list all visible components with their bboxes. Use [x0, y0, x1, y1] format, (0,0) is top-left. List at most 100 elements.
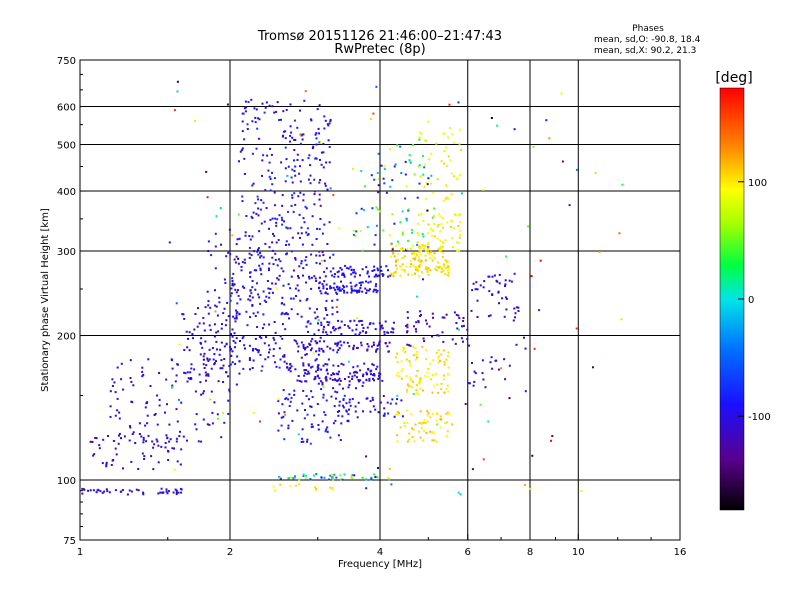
- data-point: [324, 275, 327, 278]
- data-point: [413, 325, 415, 328]
- data-point: [91, 440, 94, 443]
- data-point: [284, 328, 287, 331]
- data-point: [343, 274, 345, 277]
- data-point: [533, 347, 536, 350]
- data-point: [157, 461, 160, 464]
- data-point: [548, 137, 551, 140]
- data-point: [354, 405, 357, 408]
- data-point: [227, 399, 230, 402]
- data-point: [313, 275, 316, 278]
- data-point: [248, 357, 251, 360]
- data-point: [419, 253, 422, 256]
- data-point: [369, 322, 372, 325]
- data-point: [323, 325, 325, 328]
- data-point: [207, 304, 210, 307]
- data-point: [301, 437, 304, 440]
- data-point: [249, 275, 252, 278]
- data-point: [367, 367, 370, 370]
- data-point: [120, 378, 123, 381]
- data-point: [383, 333, 386, 336]
- data-point: [259, 302, 262, 305]
- data-point: [390, 331, 393, 334]
- data-point: [318, 193, 321, 196]
- data-point: [418, 422, 421, 424]
- data-point: [338, 400, 341, 403]
- data-point: [347, 413, 350, 416]
- data-point: [508, 279, 511, 282]
- data-point: [243, 286, 246, 289]
- data-point: [457, 101, 460, 104]
- data-point: [436, 334, 439, 337]
- data-point: [344, 264, 347, 267]
- data-point: [400, 370, 403, 373]
- data-point: [343, 291, 346, 294]
- data-point: [284, 180, 287, 183]
- data-point: [421, 345, 424, 348]
- data-point: [331, 378, 334, 381]
- data-point: [235, 337, 238, 340]
- data-point: [382, 395, 385, 397]
- data-point: [331, 473, 334, 476]
- data-point: [129, 377, 132, 379]
- data-point: [429, 430, 432, 433]
- data-point: [406, 383, 409, 386]
- data-point: [177, 491, 180, 494]
- data-point: [174, 380, 177, 383]
- data-point: [336, 391, 339, 394]
- data-point: [150, 455, 153, 458]
- data-point: [318, 250, 321, 253]
- data-point: [352, 268, 355, 271]
- data-point: [453, 311, 456, 314]
- data-point: [575, 168, 578, 171]
- data-point: [416, 196, 419, 199]
- data-point: [296, 409, 299, 412]
- data-point: [325, 375, 328, 378]
- data-point: [424, 267, 427, 270]
- data-point: [352, 233, 355, 236]
- data-point: [416, 267, 419, 270]
- data-point: [437, 224, 440, 226]
- colorbar-label: [deg]: [715, 70, 752, 86]
- data-point: [495, 359, 498, 362]
- data-point: [333, 405, 336, 408]
- data-point: [260, 369, 263, 372]
- data-point: [131, 433, 134, 436]
- x-tick-label: 1: [77, 547, 83, 558]
- data-point: [316, 315, 319, 318]
- data-point: [342, 363, 345, 366]
- data-point: [275, 241, 278, 244]
- data-point: [530, 275, 533, 278]
- data-point: [335, 291, 338, 294]
- data-point: [109, 405, 112, 408]
- data-point: [373, 372, 376, 375]
- data-point: [120, 437, 122, 440]
- data-point: [419, 315, 422, 317]
- data-point: [105, 465, 108, 468]
- data-point: [443, 316, 446, 319]
- data-point: [309, 164, 312, 167]
- data-point: [114, 447, 117, 450]
- data-point: [214, 289, 216, 292]
- data-point: [237, 289, 239, 292]
- data-point: [405, 217, 408, 220]
- data-point: [421, 271, 424, 274]
- data-point: [455, 313, 458, 316]
- data-point: [175, 374, 178, 377]
- data-point: [399, 145, 402, 148]
- data-point: [397, 242, 400, 245]
- data-point: [118, 417, 121, 420]
- data-point: [419, 387, 422, 390]
- data-point: [440, 267, 443, 270]
- data-point: [365, 331, 368, 334]
- data-point: [317, 428, 320, 431]
- data-point: [239, 298, 242, 301]
- data-point: [181, 313, 184, 316]
- data-point: [198, 322, 201, 325]
- data-point: [284, 146, 287, 149]
- data-point: [388, 478, 390, 481]
- data-point: [309, 174, 312, 177]
- data-point: [449, 159, 452, 162]
- data-point: [459, 213, 462, 216]
- data-point: [372, 364, 375, 367]
- data-point: [236, 238, 239, 241]
